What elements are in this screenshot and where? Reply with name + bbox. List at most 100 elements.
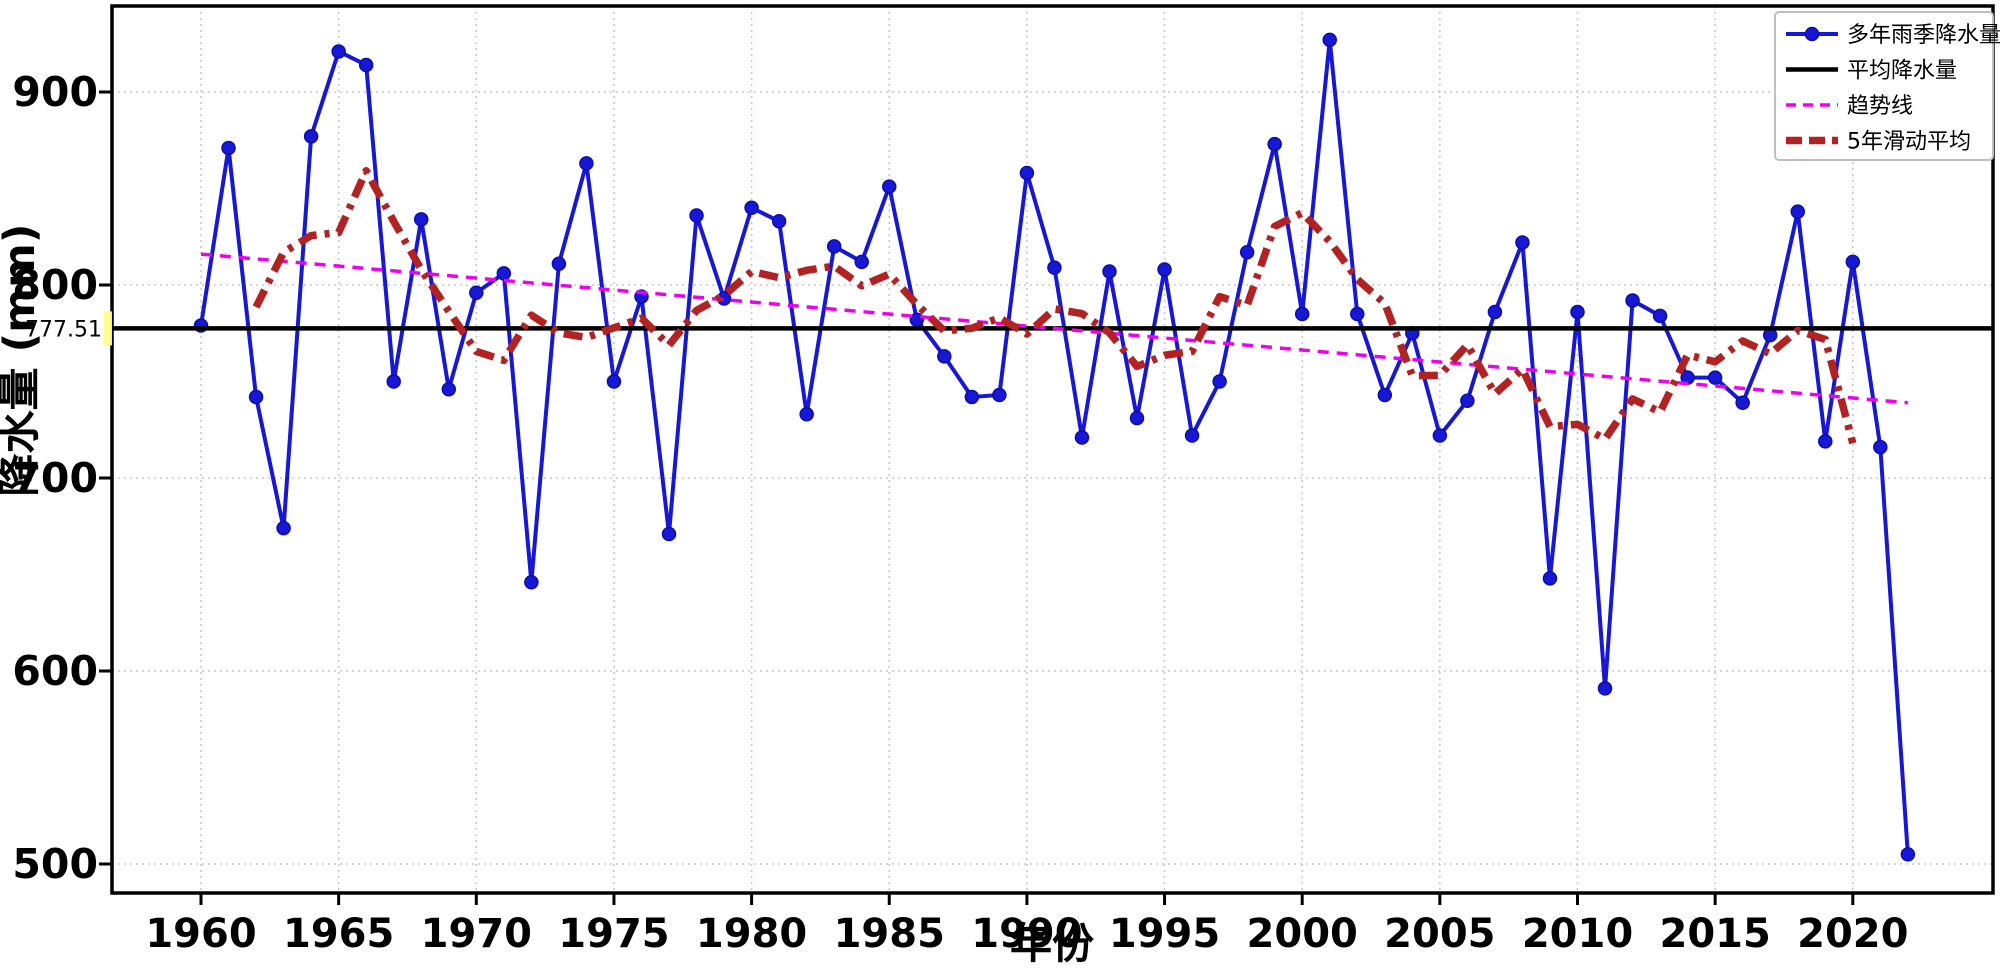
moving-average-line (252, 166, 1857, 445)
data-point-marker (1707, 370, 1723, 385)
x-axis-title: 年份 (1010, 919, 1094, 968)
y-tick-label: 800 (12, 261, 98, 309)
data-point-marker (469, 285, 484, 300)
data-point-marker (1542, 571, 1558, 586)
x-tick-label: 1970 (421, 911, 532, 957)
x-tick-label: 1995 (1109, 911, 1220, 957)
y-tick-label: 900 (12, 68, 98, 116)
moving-average-polyline (252, 166, 1857, 445)
data-point-marker (1294, 306, 1310, 322)
data-point-marker (1625, 293, 1640, 308)
x-tick-label: 1985 (834, 911, 945, 957)
data-point-marker (1350, 306, 1365, 322)
trend-line (200, 252, 1909, 405)
mean-label-highlight (104, 311, 112, 346)
y-tick-label: 700 (12, 454, 98, 502)
data-point-marker (496, 266, 512, 281)
data-point-marker (1487, 304, 1503, 320)
legend-label: 多年雨季降水量 (1847, 23, 2000, 48)
data-point-marker (1157, 262, 1172, 277)
data-point-marker (1267, 136, 1282, 152)
legend-item: 平均降水量 (1786, 59, 1957, 84)
data-point-marker (1129, 410, 1145, 426)
data-point-marker (1019, 165, 1035, 181)
data-point-marker (992, 387, 1007, 403)
data-point-marker (1322, 32, 1337, 48)
gridlines (112, 6, 1993, 893)
x-tick-label: 1980 (696, 911, 807, 957)
data-point-marker (1900, 847, 1916, 862)
plot-border (110, 4, 1995, 895)
y-axis: 500 600 700 800 900 (12, 68, 112, 888)
data-point-marker (358, 57, 374, 73)
data-point-marker (1597, 681, 1613, 696)
data-point-marker (221, 140, 236, 156)
data-point-marker (1102, 264, 1117, 279)
mean-annotation: 777.51 (25, 311, 112, 346)
x-axis: 1960 1965 1970 1975 1980 1985 1990 1995 2000 2005… (145, 893, 1908, 957)
data-point-marker (964, 389, 980, 405)
trendline-dashed (200, 252, 1909, 405)
data-point-marker (1074, 430, 1090, 445)
data-point-marker (1377, 387, 1393, 403)
legend-item: 趋势线 (1786, 94, 1913, 119)
data-point-marker (1047, 260, 1062, 275)
y-tick-label: 500 (12, 840, 98, 888)
data-point-marker (331, 44, 346, 59)
legend-label: 5年滑动平均 (1847, 130, 1971, 155)
data-point-marker (248, 389, 264, 405)
data-point-marker (689, 208, 704, 223)
data-point-marker (744, 200, 759, 216)
data-point-marker (1735, 395, 1750, 410)
data-point-marker (1818, 434, 1833, 449)
x-tick-label: 1975 (558, 911, 669, 957)
x-tick-label: 1990 (971, 911, 1082, 957)
data-point-marker (1239, 244, 1255, 260)
data-point-marker (386, 374, 401, 389)
x-tick-label: 2015 (1659, 911, 1770, 957)
data-point-marker (1790, 204, 1805, 219)
data-point-marker (661, 526, 677, 542)
legend-marker-sample (1804, 26, 1820, 42)
mean-value-label: 777.51 (25, 317, 102, 342)
data-point-marker (606, 374, 622, 389)
precipitation-polyline (199, 37, 1910, 857)
x-tick-label: 2005 (1384, 911, 1495, 957)
data-point-marker (799, 407, 814, 422)
data-point-marker (854, 254, 869, 270)
data-point-marker (579, 156, 594, 171)
data-point-marker (1432, 428, 1448, 443)
data-point-marker (1515, 235, 1530, 250)
series-precipitation (193, 32, 1916, 862)
data-point-marker (1873, 439, 1888, 455)
x-tick-label: 2010 (1522, 911, 1633, 957)
axes-spines (110, 4, 1995, 895)
data-point-marker (826, 239, 842, 254)
data-point-marker (1184, 428, 1200, 443)
data-point-marker (882, 179, 897, 194)
x-tick-label: 2020 (1797, 911, 1908, 957)
data-point-marker (413, 212, 429, 227)
legend-label: 趋势线 (1847, 94, 1913, 119)
data-point-marker (937, 349, 952, 364)
legend-item: 5年滑动平均 (1786, 130, 1971, 155)
data-point-marker (1570, 304, 1585, 320)
legend-item: 多年雨季降水量 (1786, 23, 2000, 48)
x-tick-label: 1960 (145, 911, 256, 957)
y-axis-title: 降水量 (mm) (0, 224, 45, 497)
data-point-marker (276, 520, 291, 536)
legend-label: 平均降水量 (1847, 59, 1957, 84)
data-point-marker (524, 574, 539, 590)
data-point-marker (1460, 393, 1475, 409)
data-point-marker (771, 214, 787, 229)
x-tick-label: 1965 (283, 911, 394, 957)
x-tick-label: 2000 (1247, 911, 1358, 957)
legend-box (1774, 11, 1994, 161)
data-point-marker (1212, 374, 1227, 389)
data-point-marker (1652, 308, 1668, 324)
data-point-marker (551, 256, 567, 272)
data-point-marker (303, 129, 319, 144)
